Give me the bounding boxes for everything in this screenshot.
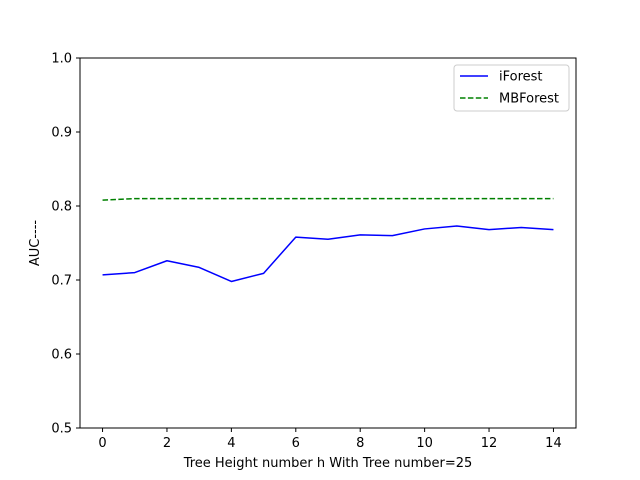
x-tick-label: 6 [292, 436, 300, 451]
x-tick-label: 12 [481, 436, 498, 451]
x-tick-label: 10 [416, 436, 433, 451]
legend: iForest MBForest [453, 64, 570, 112]
y-tick-label: 0.8 [51, 200, 72, 215]
x-tick-label: 4 [227, 436, 235, 451]
y-axis-label: AUC---- [28, 220, 43, 267]
series-line-iforest [102, 225, 554, 283]
legend-label-iforest: iForest [499, 70, 543, 85]
y-tick-label: 0.7 [51, 274, 72, 289]
y-tick-label: 1.0 [51, 52, 72, 67]
legend-label-mbforest: MBForest [499, 92, 559, 107]
x-tick-label: 0 [98, 436, 106, 451]
ticks-layer: 0 2 4 6 8 10 12 14 0.5 0.6 0.7 0.8 0.9 1.0 [51, 52, 561, 452]
y-tick-label: 0.5 [51, 422, 72, 437]
x-tick-label: 2 [163, 436, 171, 451]
x-tick-label: 8 [356, 436, 364, 451]
plot-frame [79, 57, 577, 429]
marks-layer [102, 197, 554, 283]
y-tick-label: 0.9 [51, 126, 72, 141]
x-axis-label: Tree Height number h With Tree number=25 [183, 456, 473, 471]
legend-entries: iForest MBForest [460, 70, 559, 107]
series-line-mbforest [102, 197, 554, 201]
y-tick-label: 0.6 [51, 348, 72, 363]
x-tick-label: 14 [545, 436, 562, 451]
